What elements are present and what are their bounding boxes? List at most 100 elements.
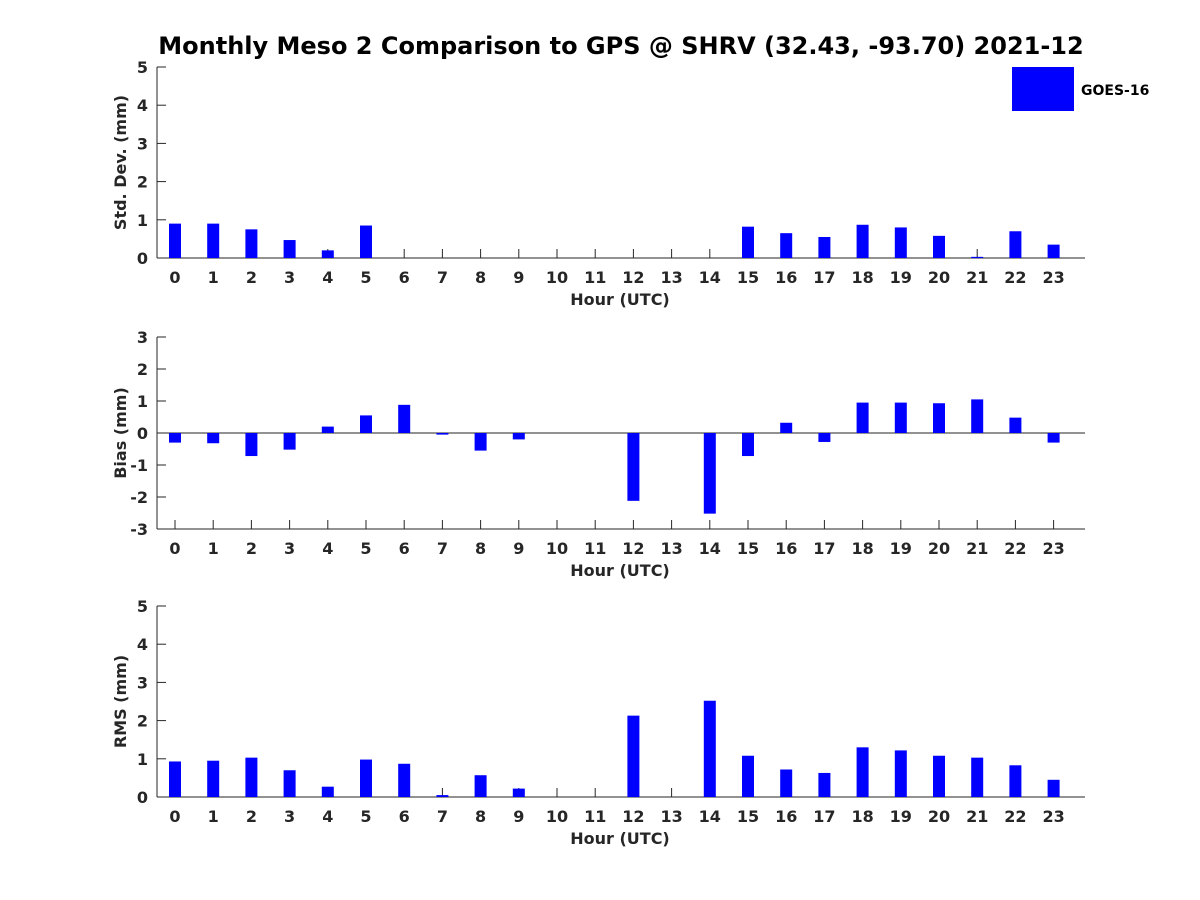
bar-hour-0 — [169, 223, 181, 258]
bar-hour-0 — [169, 433, 181, 443]
x-tick-label: 6 — [399, 268, 410, 287]
x-tick-label: 21 — [966, 268, 988, 287]
x-tick-label: 18 — [851, 807, 873, 826]
x-tick-label: 4 — [322, 807, 333, 826]
bar-hour-9 — [512, 433, 525, 440]
bar-hour-1 — [207, 760, 220, 797]
x-tick-label: 6 — [399, 807, 410, 826]
y-tick-label: 0 — [137, 424, 148, 443]
bar-hour-2 — [245, 433, 258, 457]
x-tick-label: 0 — [169, 539, 180, 558]
x-tick-label: 6 — [399, 539, 410, 558]
y-tick-label: 2 — [137, 173, 148, 192]
x-tick-label: 9 — [513, 807, 524, 826]
x-tick-label: 10 — [546, 807, 568, 826]
x-tick-label: 3 — [284, 539, 295, 558]
y-axis-label: Bias (mm) — [111, 387, 130, 479]
x-tick-label: 19 — [890, 807, 912, 826]
y-tick-label: 2 — [137, 360, 148, 379]
x-tick-label: 23 — [1042, 539, 1064, 558]
bar-hour-7 — [436, 795, 449, 797]
bar-hour-5 — [360, 225, 372, 258]
x-tick-label: 1 — [208, 807, 219, 826]
x-tick-label: 21 — [966, 539, 988, 558]
x-tick-label: 17 — [813, 268, 835, 287]
bar-hour-18 — [856, 747, 869, 797]
x-tick-label: 1 — [208, 539, 219, 558]
x-tick-label: 16 — [775, 268, 797, 287]
x-tick-label: 18 — [851, 539, 873, 558]
x-tick-label: 23 — [1042, 268, 1064, 287]
x-tick-label: 7 — [437, 807, 448, 826]
bar-hour-16 — [780, 422, 793, 433]
x-tick-label: 1 — [208, 268, 219, 287]
x-tick-label: 18 — [851, 268, 873, 287]
x-tick-label: 16 — [775, 807, 797, 826]
x-tick-label: 14 — [699, 807, 721, 826]
bar-hour-6 — [398, 763, 411, 797]
y-tick-label: 0 — [137, 249, 148, 268]
bar-hour-18 — [856, 402, 869, 433]
x-tick-label: 14 — [699, 539, 721, 558]
x-tick-label: 2 — [246, 539, 257, 558]
bar-hour-15 — [742, 433, 754, 457]
y-tick-label: 2 — [137, 712, 148, 731]
y-tick-label: 3 — [137, 328, 148, 347]
x-tick-label: 17 — [813, 807, 835, 826]
legend-swatch — [1012, 67, 1074, 111]
x-tick-label: 22 — [1004, 807, 1026, 826]
bar-hour-3 — [283, 433, 296, 450]
x-tick-label: 10 — [546, 539, 568, 558]
bar-hour-20 — [933, 403, 945, 433]
bar-hour-3 — [283, 770, 296, 797]
x-tick-label: 8 — [475, 807, 486, 826]
bar-hour-21 — [971, 399, 984, 433]
y-tick-label: -2 — [130, 488, 148, 507]
x-axis-label: Hour (UTC) — [570, 561, 670, 580]
bar-hour-17 — [818, 433, 831, 442]
x-tick-label: 7 — [437, 539, 448, 558]
x-tick-label: 19 — [890, 539, 912, 558]
x-tick-label: 0 — [169, 807, 180, 826]
x-tick-label: 11 — [584, 807, 606, 826]
bar-hour-23 — [1047, 433, 1060, 443]
bar-hour-14 — [703, 700, 716, 797]
x-tick-label: 13 — [660, 807, 682, 826]
y-axis-label: RMS (mm) — [111, 655, 130, 748]
bar-hour-22 — [1009, 417, 1022, 433]
bar-hour-19 — [894, 227, 907, 258]
x-tick-label: 7 — [437, 268, 448, 287]
x-tick-label: 14 — [699, 268, 721, 287]
bar-hour-2 — [245, 757, 258, 797]
x-tick-label: 9 — [513, 268, 524, 287]
x-tick-label: 15 — [737, 807, 759, 826]
bar-hour-5 — [360, 759, 372, 797]
x-tick-label: 21 — [966, 807, 988, 826]
x-tick-label: 17 — [813, 539, 835, 558]
x-tick-label: 12 — [622, 539, 644, 558]
x-tick-label: 5 — [360, 268, 371, 287]
bar-hour-0 — [169, 761, 181, 797]
y-tick-label: 4 — [137, 635, 148, 654]
x-tick-label: 13 — [660, 268, 682, 287]
y-tick-label: 3 — [137, 673, 148, 692]
x-tick-label: 11 — [584, 539, 606, 558]
bar-hour-17 — [818, 772, 831, 797]
x-tick-label: 4 — [322, 268, 333, 287]
x-tick-label: 20 — [928, 807, 950, 826]
bar-hour-2 — [245, 229, 258, 258]
bar-hour-9 — [512, 788, 525, 797]
x-tick-label: 15 — [737, 268, 759, 287]
bar-hour-22 — [1009, 765, 1022, 797]
legend-label: GOES-16 — [1081, 83, 1149, 99]
y-tick-label: 0 — [137, 788, 148, 807]
bar-hour-8 — [474, 775, 487, 797]
x-tick-label: 8 — [475, 268, 486, 287]
bar-hour-21 — [971, 256, 984, 259]
x-tick-label: 10 — [546, 268, 568, 287]
bar-hour-3 — [283, 240, 296, 258]
x-tick-label: 12 — [622, 807, 644, 826]
bar-hour-12 — [627, 433, 640, 501]
